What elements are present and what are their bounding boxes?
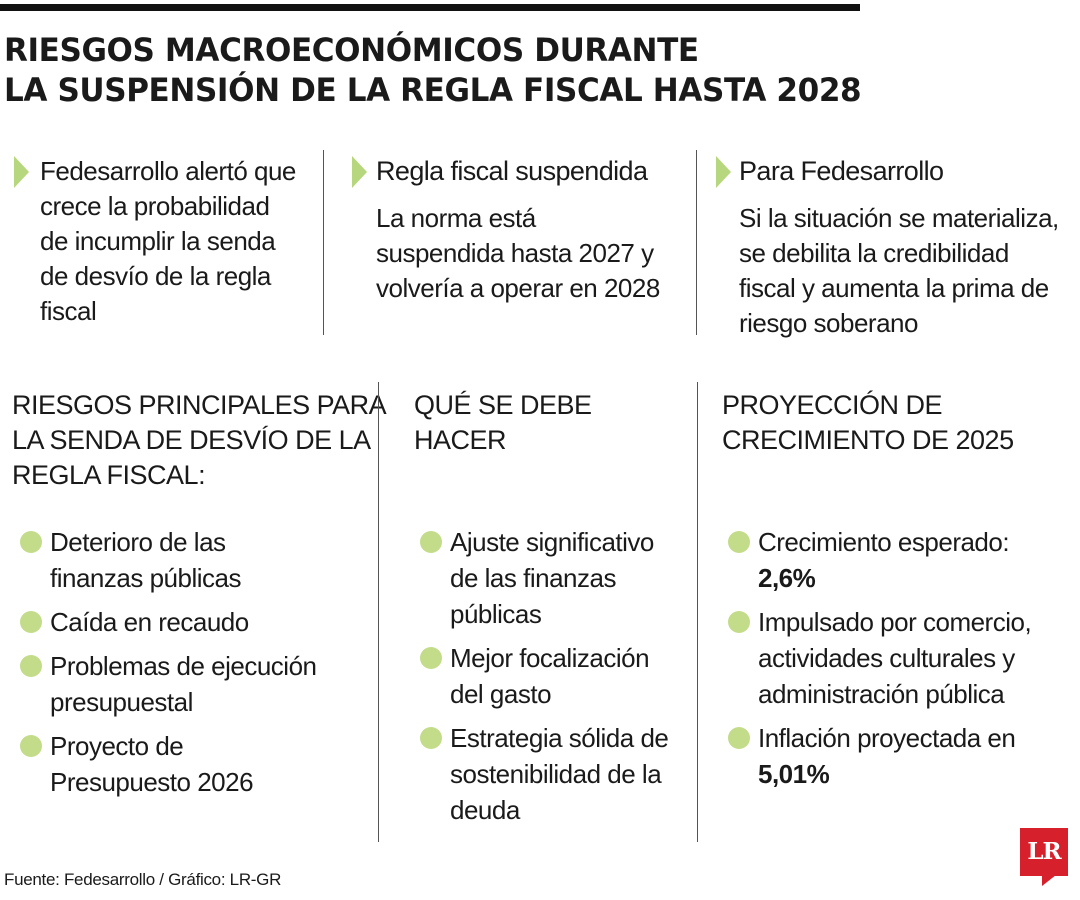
actions-heading-line: QUÉ SE DEBE — [414, 390, 592, 420]
list-item: Impulsado por comercio, actividades cult… — [728, 604, 1048, 712]
actions-heading: QUÉ SE DEBE HACER — [414, 388, 592, 458]
actions-list: Ajuste significativo de las finanzas púb… — [420, 524, 670, 836]
risks-heading-line: REGLA FISCAL: — [12, 460, 206, 490]
list-item-text: Proyecto de Presupuesto 2026 — [50, 731, 254, 797]
fedesarrollo-body: Si la situación se materializa, se debil… — [739, 203, 1059, 338]
list-item: Inflación proyectada en 5,01% — [728, 720, 1048, 792]
list-item-text: Inflación proyectada en — [758, 723, 1016, 753]
list-item-text: Impulsado por comercio, actividades cult… — [758, 607, 1032, 709]
list-item: Crecimiento esperado: 2,6% — [728, 524, 1048, 596]
list-item: Deterioro de las finanzas públicas — [20, 524, 320, 596]
list-item: Estrategia sólida de sostenibilidad de l… — [420, 720, 670, 828]
circle-bullet-icon — [20, 531, 42, 553]
actions-heading-line: HACER — [414, 425, 507, 455]
list-item: Proyecto de Presupuesto 2026 — [20, 728, 320, 800]
circle-bullet-icon — [420, 727, 442, 749]
projection-heading: PROYECCIÓN DE CRECIMIENTO DE 2025 — [722, 388, 1014, 458]
risks-heading: RIESGOS PRINCIPALES PARA LA SENDA DE DES… — [12, 388, 387, 493]
circle-bullet-icon — [20, 611, 42, 633]
risks-heading-line: LA SENDA DE DESVÍO DE LA — [12, 425, 371, 455]
list-item: Mejor focalización del gasto — [420, 640, 670, 712]
list-item-text: Caída en recaudo — [50, 607, 249, 637]
list-item-text: Ajuste significativo de las finanzas púb… — [450, 527, 654, 629]
projection-list: Crecimiento esperado: 2,6% Impulsado por… — [728, 524, 1048, 800]
list-item: Ajuste significativo de las finanzas púb… — [420, 524, 670, 632]
list-item-text: Problemas de ejecución presupuestal — [50, 651, 317, 717]
intro-text: Fedesarrollo alertó que crece la probabi… — [40, 156, 296, 326]
list-item-text: Mejor focalización del gasto — [450, 643, 650, 709]
list-item: Problemas de ejecución presupuestal — [20, 648, 320, 720]
risks-heading-line: RIESGOS PRINCIPALES PARA — [12, 390, 387, 420]
rule-suspended-body: La norma está suspendida hasta 2027 y vo… — [376, 203, 660, 303]
circle-bullet-icon — [728, 531, 750, 553]
lr-logo: LR — [1020, 828, 1068, 886]
triangle-right-icon — [352, 156, 367, 188]
title-line-1: RIESGOS MACROECONÓMICOS DURANTE — [4, 31, 699, 69]
growth-value: 2,6% — [758, 563, 816, 593]
rule-suspended-heading: Regla fiscal suspendida — [376, 156, 648, 186]
circle-bullet-icon — [728, 611, 750, 633]
fedesarrollo-heading: Para Fedesarrollo — [739, 156, 944, 186]
source-footer: Fuente: Fedesarrollo / Gráfico: LR-GR — [4, 870, 282, 889]
column-divider — [696, 150, 697, 335]
column-divider — [323, 150, 324, 335]
fedesarrollo-column: Para Fedesarrollo Si la situación se mat… — [739, 154, 1069, 341]
list-item: Caída en recaudo — [20, 604, 320, 640]
circle-bullet-icon — [420, 647, 442, 669]
lr-logo-text: LR — [1020, 828, 1068, 876]
list-item-text: Deterioro de las finanzas públicas — [50, 527, 241, 593]
risks-list: Deterioro de las finanzas públicas Caída… — [20, 524, 320, 808]
page-title: RIESGOS MACROECONÓMICOS DURANTE LA SUSPE… — [4, 30, 862, 110]
rule-suspended-column: Regla fiscal suspendida La norma está su… — [376, 154, 666, 306]
lr-logo-tail — [1042, 875, 1056, 886]
list-item-text: Estrategia sólida de sostenibilidad de l… — [450, 723, 669, 825]
title-line-2: LA SUSPENSIÓN DE LA REGLA FISCAL HASTA 2… — [4, 71, 862, 109]
inflation-value: 5,01% — [758, 759, 830, 789]
triangle-right-icon — [14, 156, 29, 188]
circle-bullet-icon — [420, 531, 442, 553]
intro-column: Fedesarrollo alertó que crece la probabi… — [40, 154, 302, 329]
list-item-text: Crecimiento esperado: — [758, 527, 1010, 557]
triangle-right-icon — [716, 156, 731, 188]
column-divider — [697, 382, 698, 842]
projection-heading-line: PROYECCIÓN DE — [722, 390, 943, 420]
circle-bullet-icon — [728, 727, 750, 749]
circle-bullet-icon — [20, 735, 42, 757]
circle-bullet-icon — [20, 655, 42, 677]
column-divider — [378, 382, 379, 842]
top-rule — [0, 4, 860, 11]
projection-heading-line: CRECIMIENTO DE 2025 — [722, 425, 1014, 455]
